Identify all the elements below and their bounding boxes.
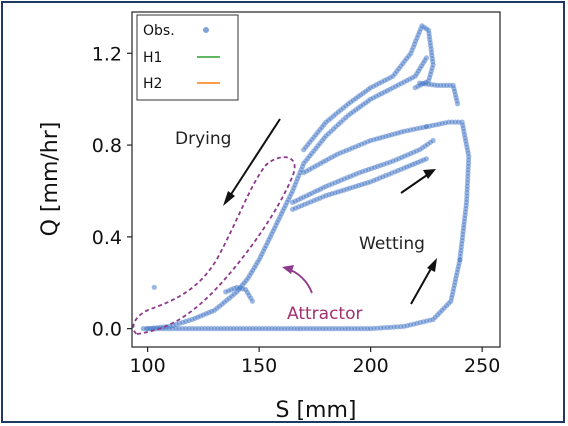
y-tick-label: 0.4 — [92, 227, 122, 249]
obs-point — [423, 55, 429, 61]
wetting-arrowhead-upper — [423, 169, 436, 179]
scatter-chart: 0.0 0.4 0.8 1.2 100 150 200 250 S [mm] Q… — [38, 11, 501, 423]
obs-point — [249, 298, 255, 304]
axis-ticks — [127, 52, 483, 352]
wetting-label: Wetting — [359, 234, 425, 254]
obs-point — [455, 101, 461, 107]
legend-label-h1: H1 — [143, 50, 162, 66]
wetting-arrowhead-lower — [427, 258, 437, 272]
drying-label: Drying — [175, 129, 231, 149]
x-tick-label: 100 — [129, 355, 165, 377]
drying-arrowhead — [223, 191, 235, 206]
wetting-arrow-upper — [400, 172, 431, 194]
y-tick-label: 0.8 — [92, 135, 122, 157]
x-tick-label: 250 — [464, 355, 500, 377]
attractor-label: Attractor — [287, 304, 362, 324]
data-marks — [140, 23, 472, 332]
y-tick-label: 0.0 — [92, 319, 122, 341]
legend-marker-obs — [203, 27, 209, 33]
obs-point — [430, 137, 436, 144]
drying-arrow — [227, 118, 281, 200]
x-tick-label: 150 — [241, 355, 277, 377]
legend-label-obs: Obs. — [143, 23, 175, 39]
x-tick-label: 200 — [353, 355, 389, 377]
x-axis-title: S [mm] — [276, 398, 357, 423]
obs-point — [423, 156, 429, 162]
wetting-arrow-lower — [410, 264, 434, 305]
attractor-region-outline — [132, 156, 296, 335]
y-axis-title: Q [mm/hr] — [38, 122, 63, 237]
obs-point — [151, 284, 157, 290]
obs-point — [412, 85, 418, 91]
legend: Obs. H1 H2 — [136, 14, 239, 101]
legend-box — [136, 14, 239, 101]
legend-label-h2: H2 — [143, 76, 162, 92]
attractor-arrowhead — [282, 265, 294, 274]
obs-point — [423, 124, 429, 130]
y-tick-label: 1.2 — [92, 43, 122, 65]
